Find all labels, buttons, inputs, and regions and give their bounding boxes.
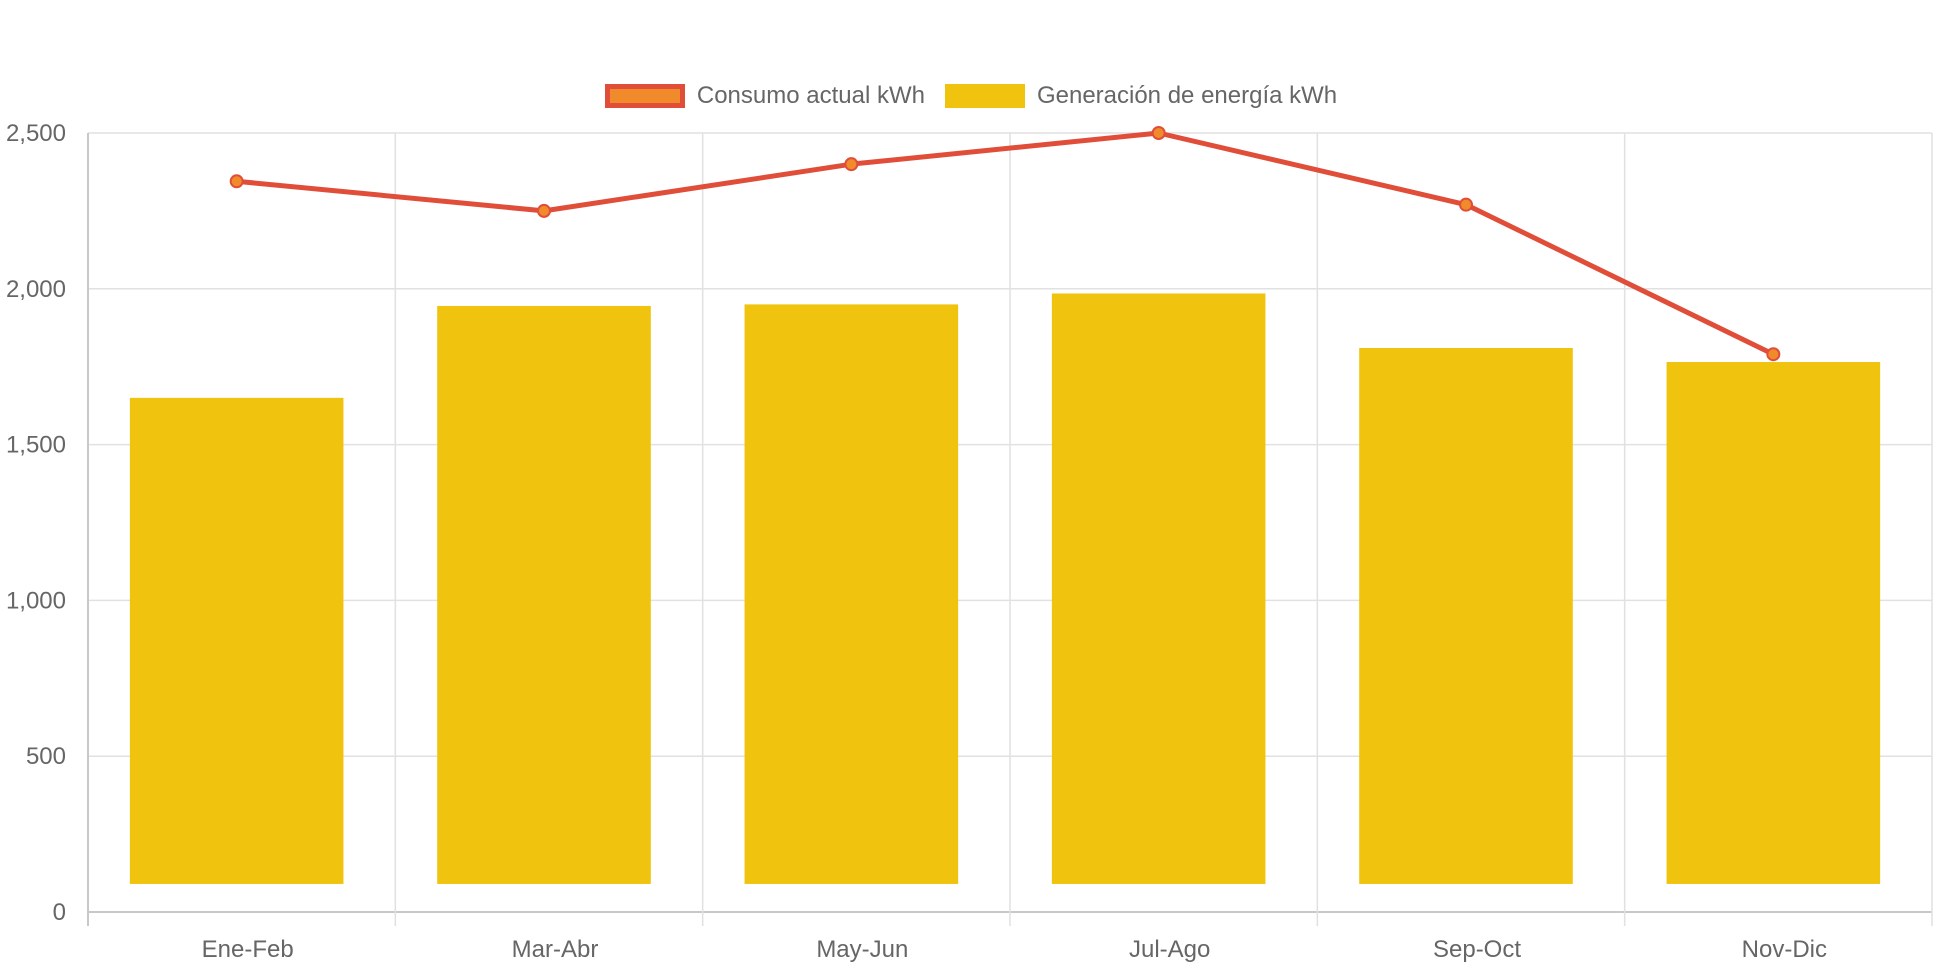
legend-label-generacion: Generación de energía kWh bbox=[1036, 82, 1338, 109]
bar[interactable] bbox=[1359, 348, 1573, 884]
bar[interactable] bbox=[1666, 362, 1881, 884]
x-tick-label: Jul-Ago bbox=[1129, 936, 1210, 963]
line-point[interactable] bbox=[537, 203, 551, 218]
x-tick-label: Mar-Abr bbox=[512, 936, 599, 963]
legend-label-consumo: Consumo actual kWh bbox=[696, 82, 925, 109]
line-point[interactable] bbox=[229, 174, 244, 189]
x-tick-label: Sep-Oct bbox=[1433, 936, 1521, 963]
bar[interactable] bbox=[744, 304, 959, 884]
legend-swatch-consumo bbox=[604, 84, 685, 108]
legend-item-generacion[interactable]: Generación de energía kWh bbox=[944, 82, 1338, 110]
bar[interactable] bbox=[129, 397, 344, 884]
line-path bbox=[236, 130, 1775, 357]
y-tick-label: 1,500 bbox=[6, 432, 66, 459]
line-point[interactable] bbox=[1766, 347, 1781, 362]
line-point[interactable] bbox=[844, 157, 859, 172]
x-tick-label: Nov-Dic bbox=[1742, 936, 1827, 963]
y-tick-label: 0 bbox=[53, 899, 66, 926]
x-tick-label: Ene-Feb bbox=[202, 936, 294, 963]
y-tick-label: 1,000 bbox=[6, 587, 66, 614]
y-tick-label: 500 bbox=[26, 743, 66, 770]
chart-legend: Consumo actual kWh Generación de energía… bbox=[0, 82, 1942, 110]
bar[interactable] bbox=[1051, 293, 1266, 884]
line-point[interactable] bbox=[1459, 197, 1473, 212]
x-tick-label: May-Jun bbox=[816, 936, 908, 963]
line-series bbox=[229, 126, 1781, 362]
x-axis-ticks: Ene-Feb Mar-Abr May-Jun Jul-Ago Sep-Oct Nov-D… bbox=[202, 936, 1827, 963]
grid-lines bbox=[87, 132, 1933, 926]
y-axis-ticks: 0 500 1,000 1,500 2,000 2,500 bbox=[6, 120, 66, 926]
y-tick-label: 2,500 bbox=[6, 120, 66, 147]
bar[interactable] bbox=[437, 305, 651, 884]
y-tick-label: 2,000 bbox=[6, 276, 66, 303]
legend-swatch-generacion bbox=[944, 84, 1025, 108]
bar-series bbox=[129, 293, 1881, 884]
legend-item-consumo[interactable]: Consumo actual kWh bbox=[604, 82, 925, 110]
line-point[interactable] bbox=[1151, 126, 1166, 140]
